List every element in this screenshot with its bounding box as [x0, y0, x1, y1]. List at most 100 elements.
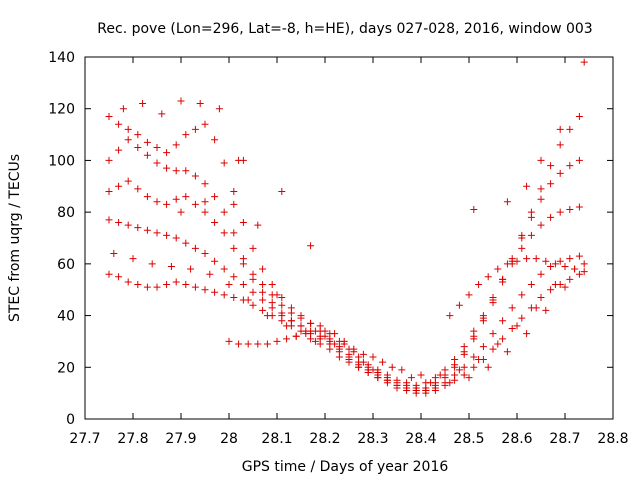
data-point [297, 312, 305, 320]
data-point [211, 136, 219, 144]
data-point [115, 120, 123, 128]
data-point [503, 348, 511, 356]
data-point [523, 255, 531, 263]
data-point [446, 312, 454, 320]
data-point [249, 288, 257, 296]
x-tick-label: 27.7 [69, 431, 100, 447]
data-point [143, 283, 151, 291]
data-point [211, 218, 219, 226]
x-tick-label: 28.5 [453, 431, 484, 447]
data-point [206, 270, 214, 278]
data-point [383, 374, 391, 382]
data-point [263, 312, 271, 320]
data-point [532, 304, 540, 312]
data-point [220, 159, 228, 167]
data-point [566, 125, 574, 133]
data-point [201, 120, 209, 128]
data-point [489, 296, 497, 304]
data-point [350, 348, 358, 356]
data-point [518, 231, 526, 239]
data-point [566, 162, 574, 170]
series-arc6 [110, 250, 579, 379]
data-point [561, 283, 569, 291]
series-arc3 [105, 177, 583, 389]
data-point [153, 198, 161, 206]
data-point [532, 255, 540, 263]
data-point [523, 330, 531, 338]
data-point [105, 156, 113, 164]
data-point [249, 275, 257, 283]
data-point [489, 345, 497, 353]
data-point [499, 275, 507, 283]
data-point [470, 353, 478, 361]
data-point [220, 291, 228, 299]
data-point [211, 193, 219, 201]
y-tick-label: 0 [66, 412, 75, 428]
x-tick-label: 27.9 [165, 431, 196, 447]
plot-frame [84, 56, 614, 420]
data-point [321, 327, 329, 335]
data-point [359, 358, 367, 366]
data-point [187, 265, 195, 273]
data-point [455, 301, 463, 309]
series-arc2 [105, 216, 583, 395]
data-point [225, 281, 233, 289]
data-point [283, 335, 291, 343]
series-arc8 [225, 327, 377, 374]
data-points [105, 58, 588, 397]
data-point [451, 361, 459, 369]
data-point [235, 340, 243, 348]
data-point [359, 350, 367, 358]
data-point [163, 281, 171, 289]
data-point [575, 252, 583, 260]
data-point [412, 384, 420, 392]
data-point [340, 337, 348, 345]
y-tick-label: 80 [57, 205, 75, 221]
data-point [436, 371, 444, 379]
data-point [311, 327, 319, 335]
data-point [167, 262, 175, 270]
data-point [163, 164, 171, 172]
data-point [124, 136, 132, 144]
data-point [503, 260, 511, 268]
data-point [465, 374, 473, 382]
data-point [345, 350, 353, 358]
data-point [139, 100, 147, 108]
data-point [465, 291, 473, 299]
data-point [331, 330, 339, 338]
data-point [220, 208, 228, 216]
data-point [182, 193, 190, 201]
data-point [268, 281, 276, 289]
series-arc4 [105, 136, 583, 397]
x-tick-label: 28.1 [261, 431, 292, 447]
data-point [494, 340, 502, 348]
data-point [254, 340, 262, 348]
series-arc7 [119, 97, 588, 387]
data-point [273, 291, 281, 299]
data-point [153, 229, 161, 237]
data-point [287, 304, 295, 312]
data-point [211, 257, 219, 265]
y-tick-label: 40 [57, 309, 75, 325]
data-point [177, 208, 185, 216]
data-point [537, 270, 545, 278]
data-point [542, 257, 550, 265]
y-tick-label: 60 [57, 257, 75, 273]
data-point [316, 335, 324, 343]
data-point [556, 169, 564, 177]
data-point [403, 381, 411, 389]
data-point [422, 384, 430, 392]
data-point [460, 371, 468, 379]
data-point [556, 125, 564, 133]
data-point [263, 340, 271, 348]
data-point [191, 200, 199, 208]
data-point [182, 167, 190, 175]
x-tick-label: 27.8 [117, 431, 148, 447]
data-point [249, 301, 257, 309]
data-point [575, 156, 583, 164]
data-point [134, 131, 142, 139]
data-point [580, 268, 588, 276]
data-point [196, 100, 204, 108]
data-point [455, 366, 463, 374]
